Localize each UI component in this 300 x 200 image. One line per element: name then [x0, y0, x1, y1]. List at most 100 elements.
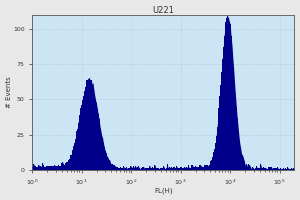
Bar: [240, 148, 241, 170]
Bar: [83, 96, 84, 170]
Bar: [144, 169, 145, 170]
Bar: [270, 167, 271, 170]
Bar: [226, 18, 227, 170]
Bar: [97, 109, 98, 170]
Bar: [252, 168, 253, 170]
Bar: [105, 151, 106, 170]
Bar: [216, 136, 217, 170]
Bar: [202, 167, 203, 170]
Bar: [89, 78, 90, 170]
Bar: [256, 166, 257, 170]
Bar: [68, 160, 69, 170]
Bar: [177, 168, 178, 170]
Bar: [246, 164, 247, 170]
Bar: [180, 167, 181, 170]
Bar: [274, 168, 275, 170]
Bar: [72, 150, 73, 170]
Bar: [285, 168, 286, 170]
Bar: [292, 169, 293, 170]
Bar: [146, 168, 147, 170]
Title: U221: U221: [152, 6, 174, 15]
Bar: [284, 169, 285, 170]
Bar: [217, 127, 218, 170]
Bar: [262, 168, 263, 170]
Bar: [33, 164, 34, 170]
Bar: [32, 167, 33, 170]
Bar: [208, 166, 209, 170]
Bar: [263, 167, 264, 170]
Bar: [290, 169, 291, 170]
Bar: [162, 168, 163, 170]
Bar: [289, 169, 290, 170]
Bar: [157, 168, 158, 170]
Bar: [76, 131, 77, 170]
Bar: [187, 168, 188, 170]
Bar: [279, 169, 280, 170]
Bar: [231, 36, 232, 170]
Bar: [230, 24, 231, 170]
Bar: [276, 168, 277, 170]
Bar: [131, 167, 132, 170]
Bar: [86, 80, 87, 170]
Bar: [269, 167, 270, 170]
Bar: [41, 167, 42, 170]
Bar: [183, 168, 184, 170]
Bar: [178, 168, 179, 170]
Bar: [152, 167, 153, 170]
Bar: [85, 84, 86, 170]
Bar: [65, 163, 66, 170]
Bar: [52, 166, 53, 170]
Bar: [204, 165, 205, 170]
Bar: [123, 166, 124, 170]
Bar: [118, 168, 119, 170]
Bar: [223, 47, 224, 170]
Bar: [37, 167, 38, 170]
Bar: [154, 165, 155, 170]
Bar: [173, 167, 174, 170]
Bar: [59, 166, 60, 170]
Bar: [193, 167, 194, 170]
Bar: [148, 168, 149, 170]
Bar: [243, 158, 244, 170]
Bar: [209, 165, 210, 170]
Bar: [277, 167, 278, 170]
Bar: [158, 168, 159, 170]
Bar: [141, 168, 142, 170]
Bar: [50, 166, 51, 170]
Bar: [192, 165, 193, 170]
Bar: [286, 169, 287, 170]
Bar: [272, 169, 273, 170]
Bar: [156, 168, 157, 170]
Bar: [200, 165, 201, 170]
Bar: [155, 168, 156, 170]
Bar: [88, 79, 89, 170]
Bar: [143, 167, 144, 170]
Bar: [228, 18, 229, 170]
Bar: [96, 103, 97, 170]
Bar: [110, 163, 111, 170]
Bar: [121, 167, 122, 170]
Bar: [255, 168, 256, 170]
Bar: [35, 166, 36, 170]
Bar: [98, 114, 99, 170]
Bar: [225, 22, 226, 170]
Bar: [260, 164, 261, 170]
Bar: [188, 165, 189, 170]
Bar: [104, 147, 105, 170]
Bar: [102, 138, 103, 170]
Bar: [75, 139, 76, 170]
Bar: [36, 167, 37, 170]
Bar: [234, 83, 235, 170]
Bar: [176, 166, 177, 170]
Bar: [174, 167, 175, 170]
Bar: [160, 168, 161, 170]
Bar: [136, 168, 137, 170]
Bar: [175, 168, 176, 170]
Bar: [100, 126, 101, 170]
Bar: [224, 28, 225, 170]
Bar: [106, 156, 107, 170]
Bar: [109, 160, 110, 170]
Bar: [172, 168, 173, 170]
Bar: [120, 168, 121, 170]
X-axis label: FL(H): FL(H): [154, 188, 172, 194]
